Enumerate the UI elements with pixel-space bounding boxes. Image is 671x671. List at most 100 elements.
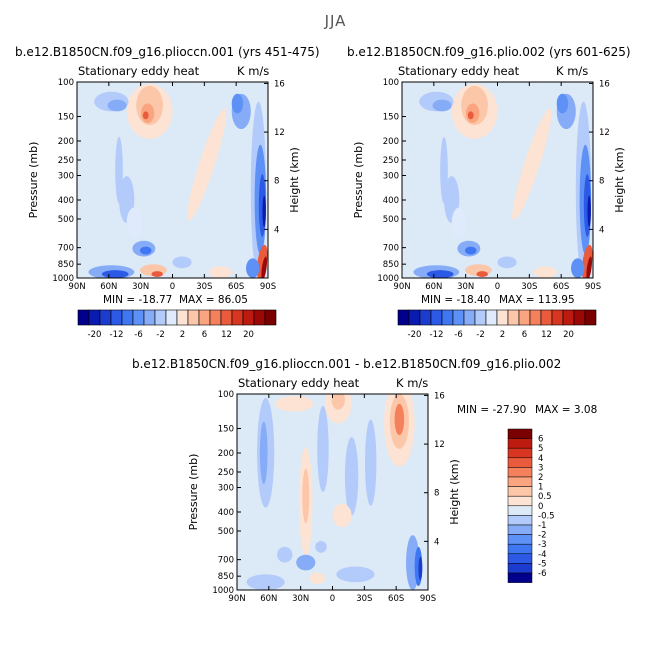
y2-tick-label: 12: [434, 440, 445, 450]
colorbar-swatch: [496, 309, 509, 326]
panel1-colorbar: -20 -12 -6 -2 2 6 12 20: [77, 309, 277, 340]
contour-positive: [533, 266, 557, 278]
y-tick-label: 700: [383, 244, 399, 254]
contour-negative: [296, 554, 316, 571]
contour-negative: [336, 566, 375, 583]
y-tick-label: 150: [58, 113, 74, 123]
colorbar-swatch: [121, 309, 134, 326]
colorbar-label: -3: [538, 540, 546, 550]
y-tick-label: 1000: [212, 586, 234, 596]
colorbar-label: -2: [538, 531, 546, 541]
colorbar-swatch: [507, 534, 533, 545]
y-tick-label: 850: [383, 260, 399, 270]
contour-positive: [467, 111, 474, 120]
contour-negative: [126, 207, 142, 239]
colorbar-swatch: [518, 309, 531, 326]
contour-positive: [261, 256, 267, 278]
colorbar-swatch: [485, 309, 498, 326]
colorbar-swatch: [507, 486, 533, 497]
contour-positive: [331, 394, 345, 410]
y2-tick-label: 8: [274, 177, 279, 187]
y-tick-label: 100: [383, 78, 399, 88]
x-tick-label: 60S: [553, 282, 569, 292]
season-title: JJA: [324, 12, 347, 30]
x-tick-label: 60N: [260, 594, 277, 604]
y2-axis-label: Height (km): [613, 147, 626, 213]
colorbar-swatch: [584, 309, 597, 326]
y-tick-label: 300: [383, 172, 399, 182]
x-tick-label: 30S: [196, 282, 212, 292]
colorbar-label: 6: [538, 435, 543, 445]
y-tick-label: 150: [383, 113, 399, 123]
colorbar-swatch: [529, 309, 542, 326]
panel3-field: [237, 394, 428, 590]
colorbar-label: 20: [243, 330, 254, 340]
colorbar-label: 6: [522, 330, 527, 340]
colorbar-swatch: [507, 309, 520, 326]
colorbar-swatch: [551, 309, 564, 326]
colorbar-label: -6: [134, 330, 142, 340]
colorbar-swatch: [573, 309, 586, 326]
contour-positive: [586, 256, 592, 278]
colorbar-label: 6: [202, 330, 207, 340]
contour-positive: [302, 468, 310, 524]
y-tick-label: 100: [218, 390, 234, 400]
y2-tick-label: 8: [599, 177, 604, 187]
colorbar-swatch: [507, 447, 533, 459]
colorbar-label: 2: [538, 473, 543, 483]
colorbar-swatch: [187, 309, 200, 326]
y-tick-label: 850: [218, 572, 234, 582]
y-tick-label: 150: [218, 425, 234, 435]
contour-negative: [465, 246, 477, 255]
contour-negative: [101, 270, 129, 278]
panel2-units: K m/s: [556, 64, 589, 78]
y2-tick-label: 12: [599, 128, 610, 138]
colorbar-label: -4: [538, 550, 546, 560]
colorbar-label: -20: [408, 330, 422, 340]
y-tick-label: 400: [383, 196, 399, 206]
contour-negative: [497, 256, 517, 269]
y-tick-label: 500: [383, 215, 399, 225]
colorbar-swatch: [507, 467, 533, 478]
colorbar-swatch: [419, 309, 432, 326]
contour-positive: [476, 271, 488, 278]
panel3-field-label: Stationary eddy heat: [238, 376, 360, 390]
colorbar-label: 5: [538, 444, 543, 454]
colorbar-swatch: [176, 309, 189, 326]
colorbar-swatch: [88, 309, 101, 326]
colorbar-swatch: [507, 572, 533, 583]
contour-negative: [259, 421, 268, 485]
contour-negative: [277, 546, 293, 563]
colorbar-label: 12: [221, 330, 232, 340]
y-axis-label: Pressure (mb): [187, 454, 200, 531]
panel3-units: K m/s: [396, 376, 429, 390]
colorbar-swatch: [507, 515, 533, 526]
contour-positive: [151, 271, 163, 278]
colorbar-swatch: [507, 524, 533, 535]
contour-positive: [309, 572, 325, 585]
x-tick-label: 30S: [356, 594, 372, 604]
y-tick-label: 300: [58, 172, 74, 182]
contour-negative: [426, 270, 454, 278]
y-tick-label: 250: [218, 468, 234, 478]
colorbar-swatch: [220, 309, 233, 326]
colorbar-swatch: [209, 309, 222, 326]
colorbar-swatch: [507, 495, 533, 507]
contour-positive: [208, 266, 232, 278]
x-tick-label: 30N: [292, 594, 309, 604]
colorbar-swatch: [507, 563, 533, 574]
y-tick-label: 700: [58, 244, 74, 254]
colorbar-label: 3: [538, 463, 543, 473]
colorbar-label: -1: [538, 521, 546, 531]
contour-negative: [571, 258, 585, 278]
y2-tick-label: 8: [434, 489, 439, 499]
panel3-title: b.e12.B1850CN.f09_g16.plioccn.001 - b.e1…: [132, 357, 562, 371]
colorbar-label: 12: [541, 330, 552, 340]
colorbar-swatch: [507, 457, 533, 468]
colorbar-swatch: [408, 309, 421, 326]
contour-negative: [317, 405, 329, 492]
x-tick-label: 0: [330, 594, 335, 604]
x-tick-label: 0: [170, 282, 175, 292]
colorbar-swatch: [430, 309, 443, 326]
